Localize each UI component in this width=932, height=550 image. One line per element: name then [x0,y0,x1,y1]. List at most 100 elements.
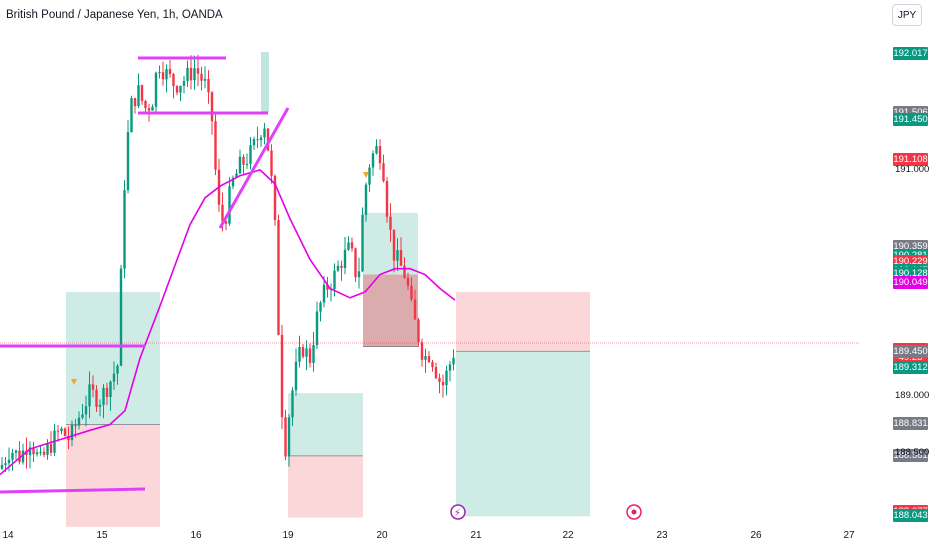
candle-body [109,381,112,398]
price-label: 188.831 [893,417,928,431]
time-label: 19 [282,530,294,541]
candle-body [165,69,168,80]
candle-body [308,348,312,363]
candle-body [158,72,161,74]
candle-body [256,139,259,141]
price-label: 189.450 [893,345,928,359]
time-label: 27 [843,530,855,541]
candle-body [137,85,140,107]
trendline-rising [218,107,290,229]
price-label: 189.312 [893,361,928,375]
position-risk-zone [456,291,590,352]
time-label: 23 [656,530,668,541]
candle-body [326,284,329,290]
candle-body [441,381,445,386]
candle-body [144,100,147,109]
positions-layer [66,52,590,527]
position-reward-zone [66,291,160,425]
candles-layer [0,54,455,472]
price-label: 191.450 [893,112,928,126]
candle-body [403,265,406,278]
candle-body [49,444,53,453]
candle-body [417,319,420,343]
price-label: 188.561 [893,448,928,462]
time-label: 14 [2,530,14,541]
candle-body [175,86,179,93]
position-reward-zone [288,393,363,456]
candle-body [287,417,291,457]
trendline-left-lower [0,487,146,494]
time-axis[interactable] [0,521,860,550]
candle-body [123,190,126,269]
candle-body [88,384,91,407]
candle-body [448,364,452,371]
drawings-layer: ⚡ [0,56,860,520]
price-label: 191.108 [893,152,928,166]
target-event-icon [631,509,637,515]
candle-body [291,390,294,418]
candle-body [399,250,403,266]
candle-body [270,150,273,176]
candle-body [39,451,42,453]
candle-body [151,106,154,111]
candle-body [371,153,375,168]
time-label: 22 [562,530,574,541]
candle-body [126,132,130,191]
candle-body [147,108,151,111]
candle-body [210,92,214,122]
candle-body [196,68,200,74]
candle-body [375,146,378,154]
candle-body [238,156,242,174]
candle-body [245,163,249,165]
candle-body [224,221,228,224]
candle-body [200,73,203,81]
currency-button[interactable]: JPY [892,4,922,26]
candle-body [305,348,308,357]
signal-marker-icon [363,172,369,178]
candle-body [221,204,224,222]
candle-body [168,69,172,75]
candle-body [249,145,252,164]
candle-body [4,463,7,465]
candle-body [18,450,21,463]
position-reward-zone [456,351,590,517]
candle-body [105,387,109,398]
candle-body [67,436,70,441]
candle-body [130,98,133,133]
candle-body [347,242,350,250]
price-tick: 191.000 [895,164,930,175]
flash-event-icon [450,504,466,520]
candle-body [60,428,63,432]
candle-body [445,370,448,386]
time-label: 26 [750,530,762,541]
candle-body [294,361,298,391]
candle-body [280,334,284,418]
candle-body [263,128,266,138]
candle-body [273,175,277,221]
candle-body [364,184,368,215]
candle-body [98,404,102,407]
candle-body [161,72,165,80]
candle-body [396,250,399,261]
candle-body [63,428,67,437]
candle-body [21,450,25,463]
candle-body [77,417,81,426]
candle-body [427,356,431,362]
flash-event-icon: ⚡ [454,508,461,519]
candle-body [133,98,137,107]
candle-body [312,345,315,363]
candle-body [410,285,413,300]
price-tick: 188.500 [895,447,930,458]
time-label: 16 [190,530,202,541]
candle-body [231,177,235,187]
candle-body [385,181,389,217]
candle-body [7,459,11,464]
candle-body [413,299,417,320]
price-tick: 189.000 [895,390,930,401]
candle-body [119,268,123,366]
candle-body [431,361,434,368]
time-label: 15 [96,530,108,541]
candle-body [298,346,301,362]
candle-body [424,356,427,360]
